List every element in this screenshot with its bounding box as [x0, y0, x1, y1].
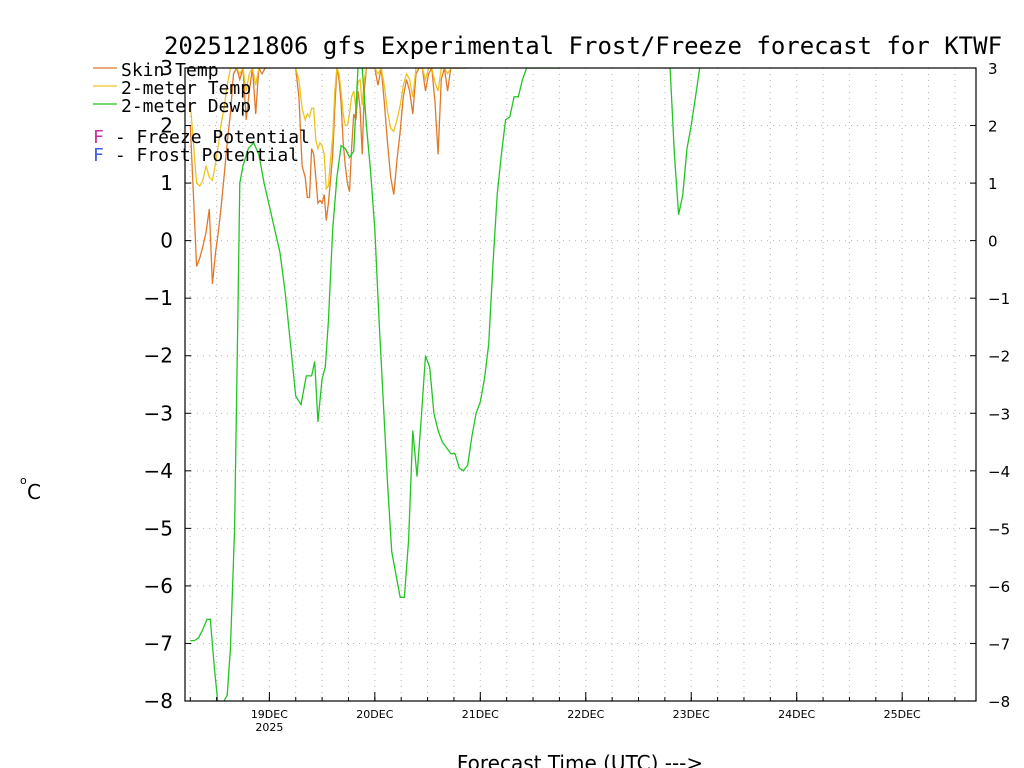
x-tick-label: 23DEC: [673, 708, 710, 721]
y-tick-label-right: −8: [988, 693, 1010, 711]
chart-title: 2025121806 gfs Experimental Frost/Freeze…: [164, 32, 1002, 60]
series-line-skin-temp: [189, 68, 266, 284]
x-tick-label: 22DEC: [567, 708, 604, 721]
x-tick-label: 19DEC: [251, 708, 288, 721]
y-tick-label-right: 0: [988, 233, 998, 251]
x-tick-label: 20DEC: [356, 708, 393, 721]
x-tick-label: 21DEC: [462, 708, 499, 721]
y-axis-unit-label: o C: [20, 474, 41, 504]
y-tick-label-left: −7: [144, 631, 173, 655]
gridlines: [185, 68, 976, 701]
y-tick-label-left: −5: [144, 516, 173, 540]
y-tick-label-left: −8: [144, 689, 173, 713]
legend-entry-text: - Frost Potential: [104, 145, 299, 166]
y-tick-label-left: 3: [160, 56, 173, 80]
axis-ticks: −8 −8 −7 −7 −6 −6 −5 −5 −4 −4 −3 −3 −2 −2 −1 −1 0 0 1 1 2 2 3 3…: [144, 56, 1011, 734]
x-axis-title: Forecast Time (UTC) --->: [457, 751, 703, 768]
legend-entry-text: - Freeze Potential: [104, 127, 310, 148]
y-tick-label-left: 0: [160, 229, 173, 253]
y-tick-label-right: −7: [988, 635, 1010, 653]
y-tick-label-left: −6: [144, 574, 173, 598]
x-tick-sublabel: 2025: [255, 721, 283, 734]
legend-f-symbol: F: [93, 145, 104, 166]
y-tick-label-right: −6: [988, 578, 1010, 596]
y-tick-label-right: −1: [988, 290, 1010, 308]
y-tick-label-right: 2: [988, 118, 998, 136]
y-tick-label-left: 2: [160, 114, 173, 138]
y-tick-label-right: 1: [988, 175, 998, 193]
x-tick-label: 24DEC: [778, 708, 815, 721]
legend-entry-text: 2-meter Dewp: [121, 96, 251, 117]
y-tick-label-left: −2: [144, 344, 173, 368]
y-tick-label-left: −4: [144, 459, 173, 483]
y-tick-label-right: −4: [988, 463, 1010, 481]
y-tick-label-right: −3: [988, 405, 1010, 423]
series-line-2-meter-temp: [295, 68, 467, 191]
y-tick-label-right: −2: [988, 348, 1010, 366]
legend-entry-text: 2-meter Temp: [121, 78, 251, 99]
celsius-letter: C: [27, 480, 41, 504]
x-tick-label: 25DEC: [884, 708, 921, 721]
plot-frame: [184, 67, 977, 702]
y-tick-label-left: 1: [160, 171, 173, 195]
series-line-2-meter-temp: [189, 68, 266, 188]
y-tick-label-right: 3: [988, 60, 998, 78]
y-tick-label-right: −5: [988, 520, 1010, 538]
degree-symbol: o: [20, 474, 27, 487]
y-tick-label-left: −3: [144, 401, 173, 425]
legend-entry-text: Skin Temp: [121, 60, 219, 81]
y-tick-label-left: −1: [144, 286, 173, 310]
series-line-2-meter-dewp: [669, 68, 701, 215]
legend-f-symbol: F: [93, 127, 104, 148]
series-lines: [189, 68, 701, 701]
series-line-2-meter-dewp: [190, 68, 561, 701]
